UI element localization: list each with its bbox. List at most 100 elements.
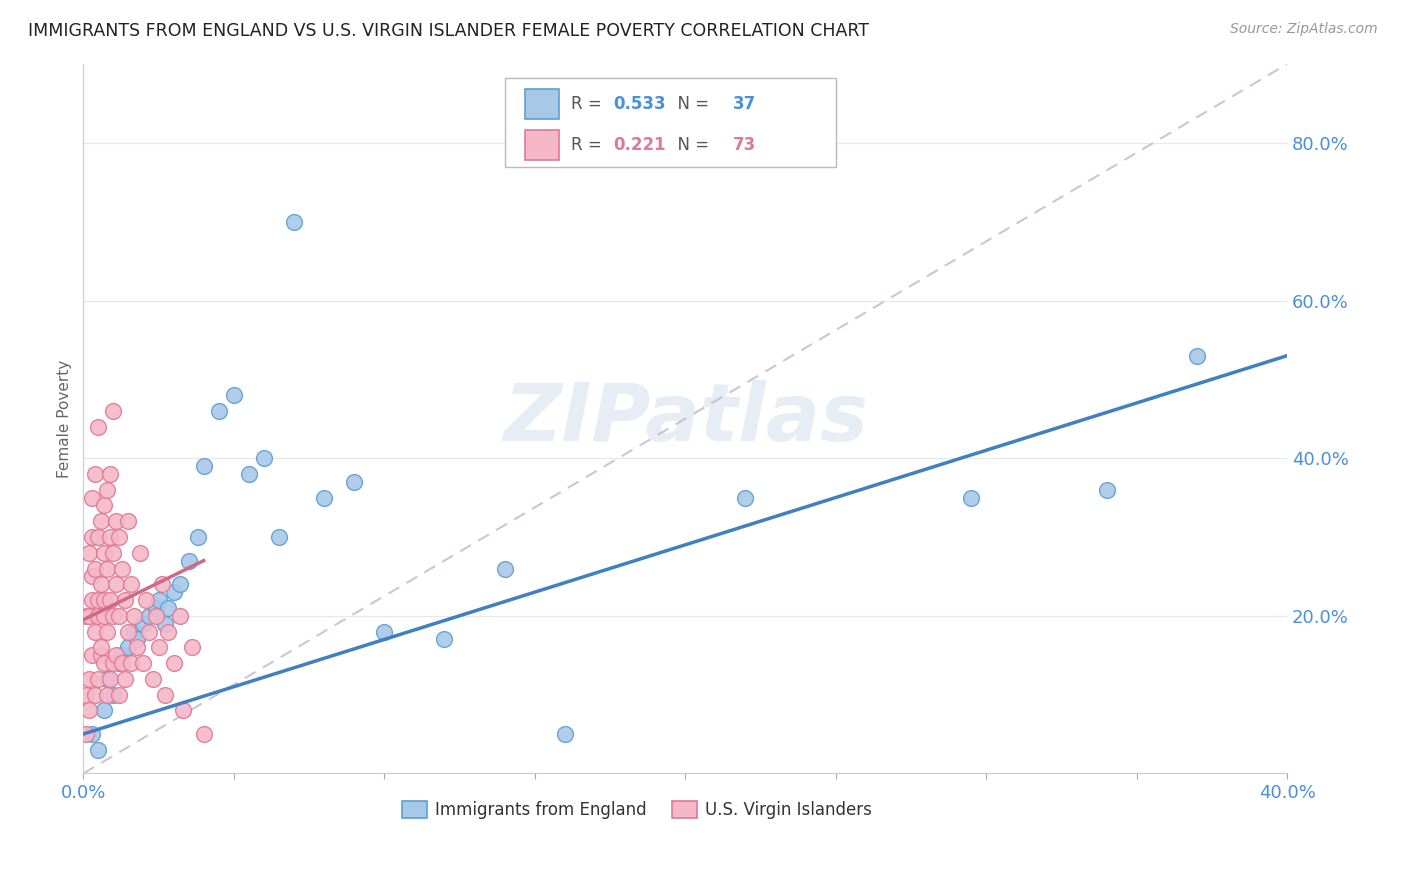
Point (103, 546, 125, 560)
Point (114, 672, 136, 686)
Point (208, 404, 231, 418)
Point (100, 530, 122, 544)
FancyBboxPatch shape (524, 130, 558, 160)
Text: N =: N = (666, 95, 714, 113)
Point (187, 530, 209, 544)
Point (79, 546, 101, 560)
Point (75, 727, 97, 741)
Point (238, 467, 260, 481)
Point (111, 648, 134, 663)
Point (145, 601, 167, 615)
Point (111, 656, 134, 670)
Point (169, 608, 191, 623)
Point (87, 672, 110, 686)
Point (253, 451, 276, 466)
Point (93, 546, 115, 560)
Point (103, 608, 125, 623)
Point (79, 703, 101, 717)
Point (172, 703, 194, 717)
Point (84, 624, 107, 639)
Point (120, 577, 142, 591)
Point (193, 727, 215, 741)
Point (108, 656, 131, 670)
Point (79, 608, 101, 623)
Text: R =: R = (571, 136, 607, 154)
Point (138, 624, 160, 639)
Text: 0.533: 0.533 (613, 95, 665, 113)
Point (87, 530, 110, 544)
Point (96, 483, 118, 497)
Point (100, 672, 122, 686)
Point (373, 624, 395, 639)
Point (494, 561, 516, 575)
Point (90, 577, 112, 591)
Point (82, 727, 104, 741)
Point (129, 546, 152, 560)
Point (87, 743, 110, 757)
Point (148, 640, 170, 655)
Point (96, 688, 118, 702)
Point (343, 475, 366, 489)
Point (127, 632, 149, 647)
Point (156, 601, 179, 615)
Point (267, 530, 290, 544)
Point (156, 624, 179, 639)
Text: Source: ZipAtlas.com: Source: ZipAtlas.com (1230, 22, 1378, 37)
Point (82, 530, 104, 544)
Point (135, 593, 157, 607)
Point (312, 491, 335, 505)
Legend: Immigrants from England, U.S. Virgin Islanders: Immigrants from England, U.S. Virgin Isl… (395, 794, 879, 825)
Point (141, 672, 163, 686)
Point (84, 688, 107, 702)
FancyBboxPatch shape (505, 78, 835, 167)
Point (132, 616, 155, 631)
Point (117, 640, 139, 655)
Text: ZIPatlas: ZIPatlas (503, 380, 868, 458)
Point (93, 593, 115, 607)
Point (96, 561, 118, 575)
Point (162, 585, 184, 599)
Point (120, 656, 142, 670)
Point (162, 656, 184, 670)
Point (117, 624, 139, 639)
Point (1185, 349, 1208, 363)
Text: 0.221: 0.221 (613, 136, 665, 154)
Point (150, 577, 173, 591)
Point (108, 530, 131, 544)
Point (87, 419, 110, 434)
Point (82, 648, 104, 663)
Point (283, 215, 305, 229)
Point (96, 672, 118, 686)
Point (103, 688, 125, 702)
Point (90, 648, 112, 663)
Point (148, 593, 170, 607)
Point (127, 640, 149, 655)
Point (100, 467, 122, 481)
Point (105, 577, 128, 591)
Point (180, 640, 202, 655)
Point (90, 514, 112, 528)
Point (169, 577, 191, 591)
Point (82, 593, 104, 607)
Point (108, 688, 131, 702)
Point (93, 499, 115, 513)
Point (75, 608, 97, 623)
Point (114, 593, 136, 607)
Text: R =: R = (571, 95, 607, 113)
Point (105, 514, 128, 528)
Point (132, 656, 155, 670)
Point (193, 458, 215, 473)
FancyBboxPatch shape (524, 89, 558, 120)
Point (111, 561, 134, 575)
Point (108, 608, 131, 623)
Point (734, 491, 756, 505)
Point (1095, 483, 1118, 497)
Point (100, 593, 122, 607)
Point (79, 672, 101, 686)
Point (87, 608, 110, 623)
Point (93, 608, 115, 623)
Point (177, 553, 200, 567)
Point (87, 593, 110, 607)
Point (222, 388, 245, 402)
Point (103, 656, 125, 670)
